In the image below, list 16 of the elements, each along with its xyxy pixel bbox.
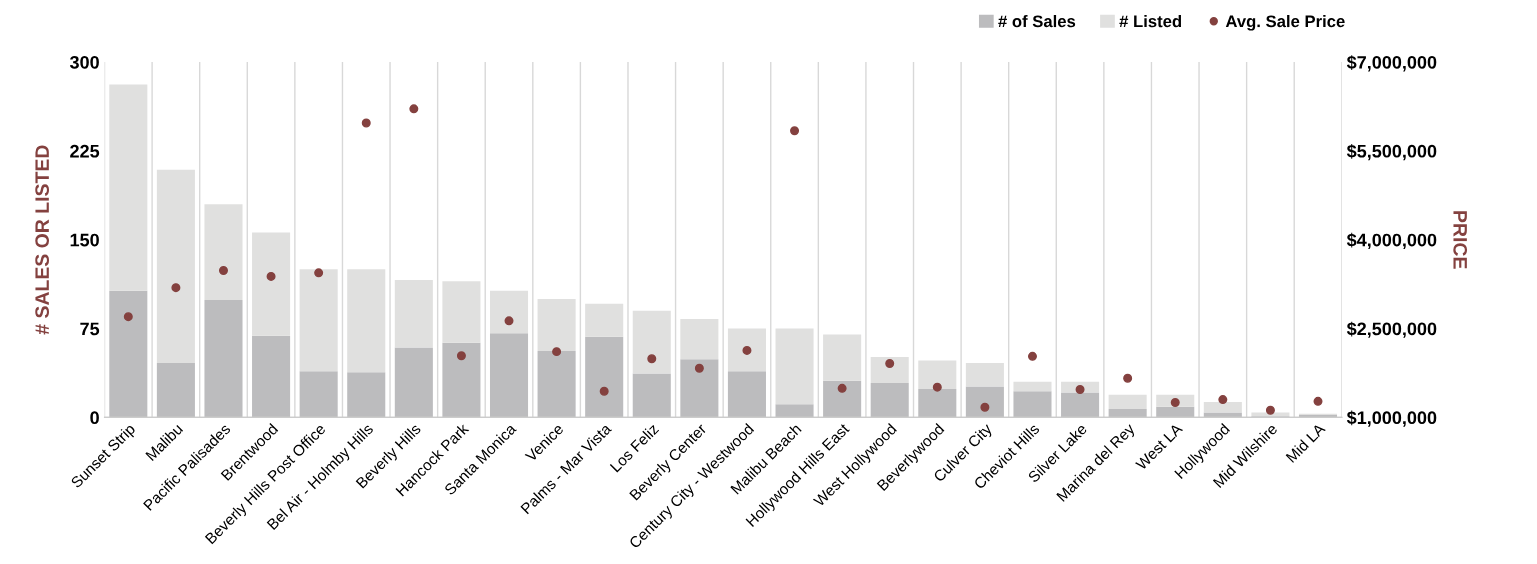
legend-label: # Listed	[1119, 15, 1182, 28]
y-tick-label: 150	[70, 233, 99, 247]
x-tick-label: Mid LA	[1285, 422, 1326, 463]
y2-tick-label: $7,000,000	[1346, 55, 1437, 72]
y-tick-label: 75	[80, 322, 100, 336]
y-tick-label: 225	[70, 144, 100, 158]
legend-label: # of Sales	[998, 15, 1076, 28]
y-axis-title: # SALES OR LISTED	[35, 145, 50, 335]
y2-tick-label: $5,500,000	[1346, 144, 1437, 161]
y2-tick-label: $2,500,000	[1346, 321, 1437, 338]
y-tick-label: 300	[69, 55, 99, 69]
y2-tick-label: $1,000,000	[1346, 410, 1437, 427]
y-tick-label: 0	[90, 411, 99, 425]
y2-axis-title: PRICE	[1453, 211, 1468, 269]
legend-label: Avg. Sale Price	[1225, 15, 1345, 31]
y2-tick-label: $4,000,000	[1346, 232, 1437, 250]
